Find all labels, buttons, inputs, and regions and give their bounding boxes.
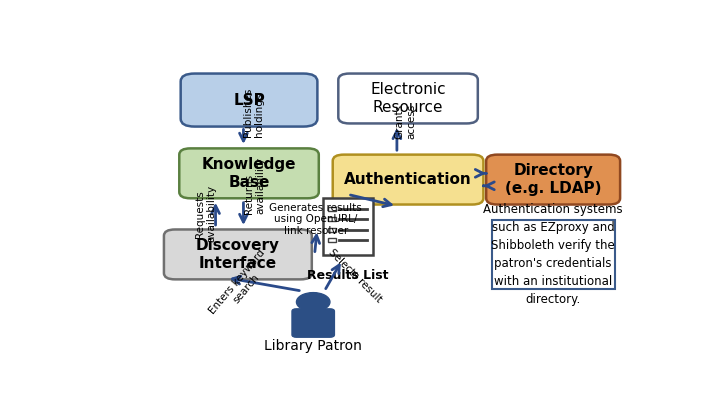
Bar [328, 217, 336, 222]
FancyBboxPatch shape [181, 74, 318, 127]
FancyBboxPatch shape [486, 155, 620, 205]
Text: Authentication: Authentication [344, 172, 472, 187]
Bar [328, 207, 336, 211]
FancyBboxPatch shape [492, 220, 615, 289]
FancyBboxPatch shape [323, 198, 373, 255]
Text: Publishes
holdings: Publishes holdings [243, 87, 264, 137]
Text: Directory
(e.g. LDAP): Directory (e.g. LDAP) [505, 163, 601, 196]
Text: LSP: LSP [233, 93, 265, 108]
Text: Library Patron: Library Patron [264, 339, 362, 354]
Text: Generates results
using OpenURL/
link resolver: Generates results using OpenURL/ link re… [269, 202, 362, 236]
FancyBboxPatch shape [333, 155, 483, 205]
Text: Authentication systems
such as EZproxy and
Shibboleth verify the
patron's creden: Authentication systems such as EZproxy a… [483, 203, 623, 306]
Text: Selects result: Selects result [327, 248, 384, 305]
Bar [328, 238, 336, 242]
FancyBboxPatch shape [338, 74, 478, 124]
Text: Grants
access: Grants access [395, 104, 416, 139]
FancyBboxPatch shape [292, 309, 334, 337]
Text: Results List: Results List [307, 269, 389, 282]
Text: Discovery
Interface: Discovery Interface [196, 238, 280, 271]
FancyBboxPatch shape [179, 148, 319, 198]
Text: Returns
availability: Returns availability [244, 157, 266, 214]
Text: Enters keyword
search: Enters keyword search [208, 247, 276, 323]
Text: Electronic
Resource: Electronic Resource [370, 82, 446, 115]
Circle shape [297, 293, 330, 311]
Bar [328, 228, 336, 232]
FancyBboxPatch shape [164, 230, 312, 279]
Text: Requests
availability: Requests availability [194, 185, 216, 243]
Text: Knowledge
Base: Knowledge Base [202, 157, 297, 190]
